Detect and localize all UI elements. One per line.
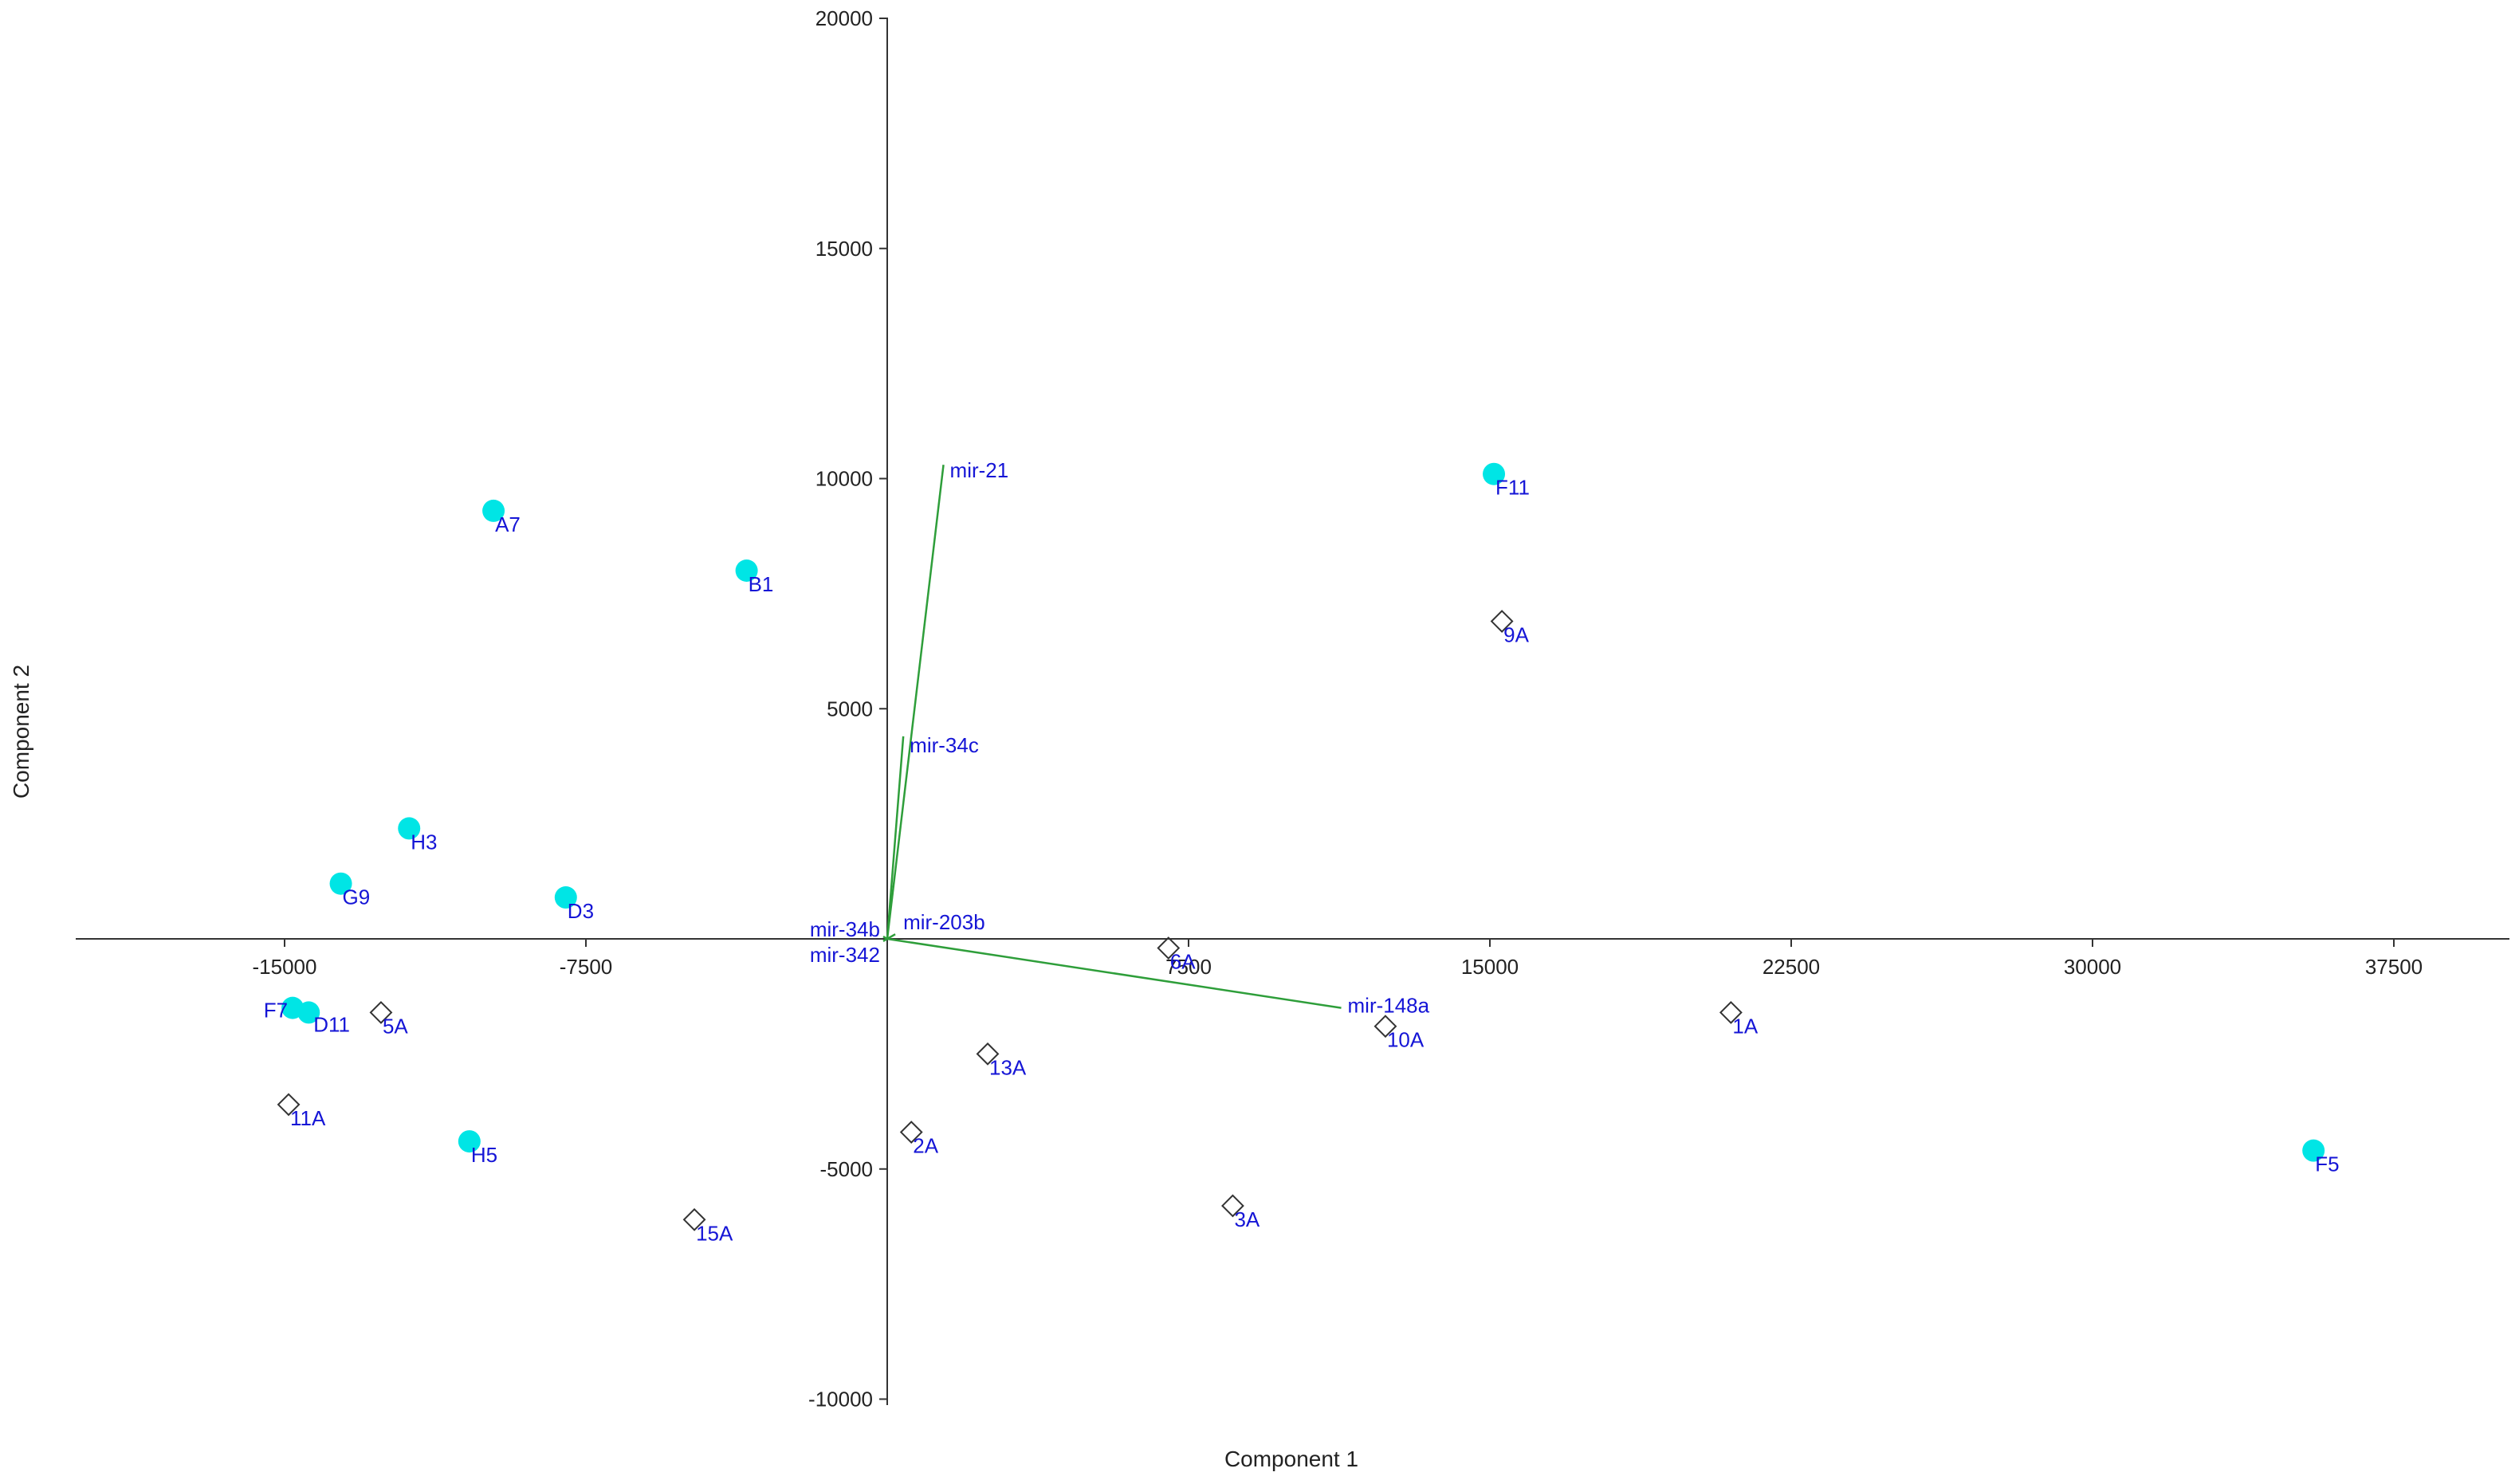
point-label: 5A	[383, 1014, 408, 1038]
diamond-point	[1157, 936, 1181, 960]
x-tick-label: -7500	[560, 955, 613, 979]
loading-vector-line	[882, 937, 888, 942]
loading-vector-label: mir-148a	[1348, 994, 1430, 1018]
x-axis-title: Component 1	[1224, 1447, 1358, 1471]
y-tick-label: -10000	[808, 1388, 873, 1411]
circle-point	[482, 499, 505, 522]
loading-vector-label: mir-342	[810, 943, 880, 967]
x-tick-label: -15000	[253, 955, 317, 979]
y-tick-label: -5000	[820, 1157, 874, 1181]
loading-vector-line	[886, 736, 905, 940]
diamond-point	[1719, 1000, 1743, 1024]
point-label: 13A	[989, 1055, 1027, 1079]
point-label: H3	[411, 830, 437, 854]
y-tick-label: 5000	[827, 697, 873, 720]
point-label: 2A	[913, 1134, 938, 1158]
axes	[76, 18, 2509, 1405]
diamond-point	[369, 1000, 393, 1024]
loading-vector-line	[886, 465, 945, 940]
circle-point	[554, 886, 577, 909]
diamond-point	[1490, 610, 1514, 633]
loading-vector-label: mir-203b	[903, 910, 985, 934]
y-tick-label: 20000	[815, 6, 873, 30]
x-tick-label: 30000	[2064, 955, 2121, 979]
x-tick-label: 7500	[1165, 955, 1212, 979]
diamond-point	[277, 1093, 301, 1117]
point-label: 15A	[696, 1221, 733, 1245]
diamond-point	[1221, 1194, 1244, 1218]
loading-vector-line	[886, 937, 1342, 1009]
y-tick-label: 15000	[815, 237, 873, 261]
y-tick-label: 10000	[815, 467, 873, 491]
point-label: 6A	[1170, 950, 1196, 974]
score-points: A7 B1 F11 H3 G9 D3 F7 D11 H5 F5 9A 5A 11A 15A 6A 13A 2A 3…	[264, 462, 2340, 1245]
point-label: 9A	[1503, 623, 1529, 647]
point-label: G9	[343, 885, 371, 909]
point-label: D11	[313, 1012, 350, 1036]
point-label: F7	[264, 999, 288, 1023]
loading-vector-label: mir-21	[950, 458, 1009, 482]
loading-vector-label: mir-34b	[810, 917, 880, 941]
y-ticks: -10000 -5000 5000 10000 15000 20000	[808, 6, 887, 1411]
point-label: 3A	[1234, 1207, 1260, 1231]
point-label: D3	[568, 899, 594, 923]
point-label: B1	[749, 572, 774, 596]
point-label: 11A	[290, 1106, 326, 1130]
point-label: 1A	[1732, 1014, 1758, 1038]
diamond-point	[682, 1207, 706, 1231]
point-label: F11	[1495, 476, 1530, 500]
y-axis-title: Component 2	[9, 665, 33, 799]
x-tick-label: 15000	[1461, 955, 1519, 979]
point-label: A7	[495, 512, 521, 536]
point-label: H5	[471, 1143, 497, 1167]
circle-point	[1483, 462, 1506, 485]
diamond-point	[1373, 1015, 1397, 1038]
circle-point	[2302, 1139, 2325, 1162]
circle-point	[297, 1001, 320, 1024]
diamond-point	[976, 1042, 1000, 1066]
point-label: 10A	[1387, 1028, 1425, 1052]
circle-point	[458, 1130, 481, 1153]
x-tick-label: 37500	[2365, 955, 2423, 979]
x-tick-label: 22500	[1763, 955, 1820, 979]
diamond-point	[899, 1121, 923, 1144]
circle-point	[329, 872, 352, 895]
loading-vector-label: mir-34c	[910, 733, 979, 757]
circle-point	[735, 559, 758, 582]
point-label: F5	[2315, 1152, 2339, 1176]
circle-point	[398, 817, 421, 840]
x-ticks: -15000 -7500 7500 15000 22500 30000 37500	[253, 939, 2423, 979]
